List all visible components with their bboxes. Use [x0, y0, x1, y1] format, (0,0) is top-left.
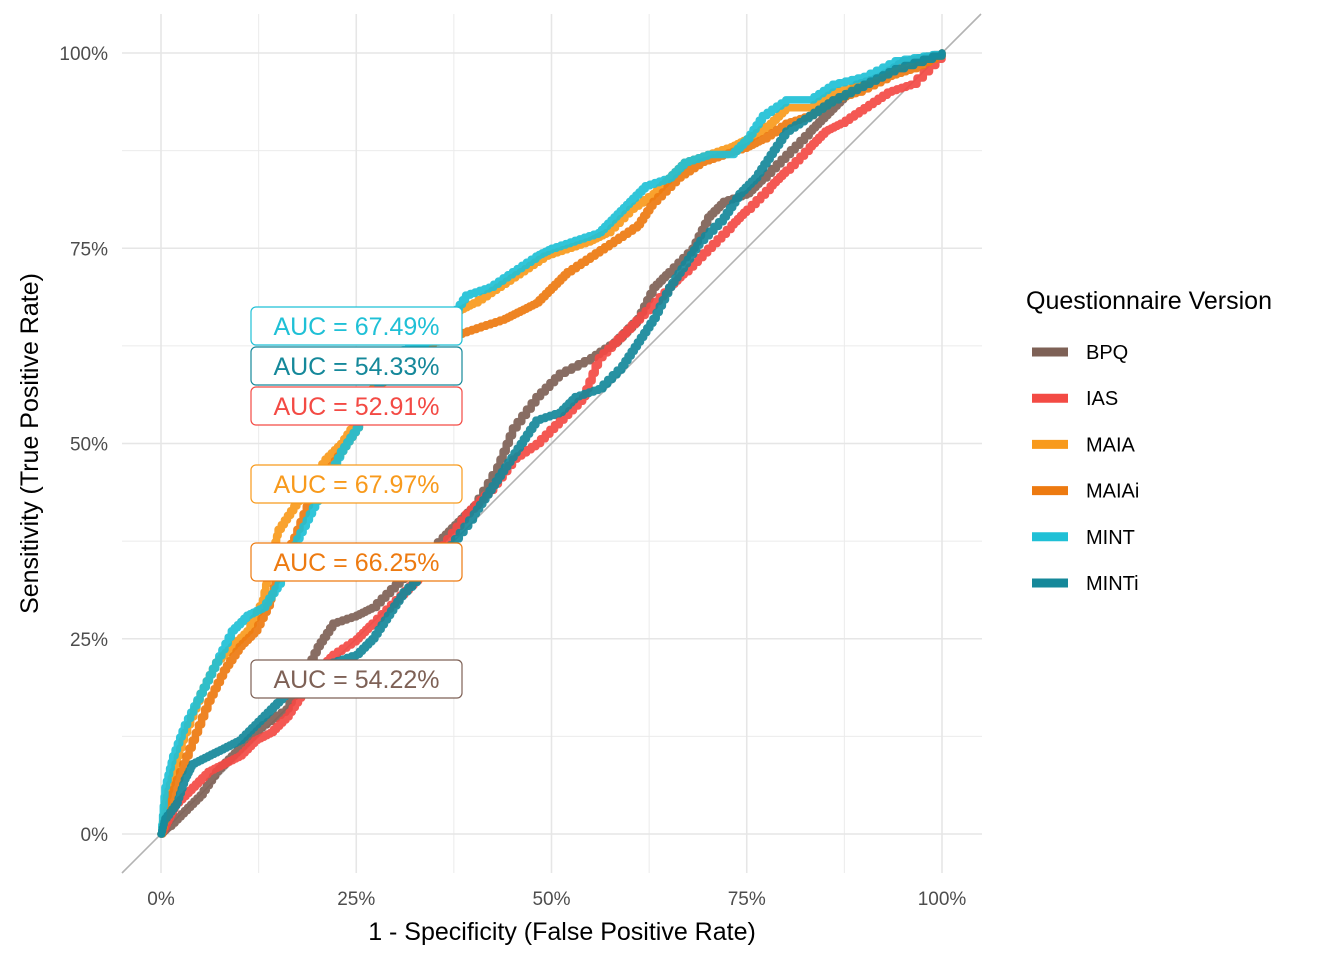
auc-label-maia: AUC = 67.97%: [250, 464, 463, 504]
y-tick-label: 100%: [59, 44, 108, 65]
roc-curve-maiai: [157, 49, 946, 838]
auc-label-box: [250, 386, 463, 426]
legend-label: BPQ: [1086, 342, 1128, 364]
auc-label-box: [250, 346, 463, 386]
auc-label-bpq: AUC = 54.22%: [250, 659, 463, 699]
auc-label-mint: AUC = 67.49%: [250, 306, 463, 346]
legend-label: MINTi: [1086, 573, 1139, 595]
x-tick-label: 100%: [918, 889, 967, 910]
legend-label: MINT: [1086, 527, 1135, 549]
y-tick-label: 25%: [70, 630, 108, 651]
auc-label-minti: AUC = 54.33%: [250, 346, 463, 386]
legend-item-maia: MAIA: [1032, 434, 1136, 456]
x-tick-label: 50%: [532, 889, 570, 910]
auc-label-box: [250, 542, 463, 582]
roc-curve-mint: [157, 49, 946, 838]
y-tick-label: 0%: [81, 825, 109, 846]
auc-label-text: AUC = 67.97%: [273, 471, 439, 499]
legend: Questionnaire Version BPQ IAS MAIA MAIAi MINT…: [1026, 287, 1272, 595]
legend-item-ias: IAS: [1032, 388, 1118, 410]
y-tick-label: 75%: [70, 239, 108, 260]
x-tick-label: 75%: [728, 889, 766, 910]
legend-label: IAS: [1086, 388, 1118, 410]
roc-curve-bpq: [157, 49, 946, 838]
roc-curves: [157, 49, 946, 838]
axes: 0% 25% 50% 75% 100% 0% 25% 50% 75% 100% 1 - Specif…: [16, 44, 966, 946]
y-axis-title: Sensitivity (True Positive Rate): [16, 273, 44, 614]
roc-curve-minti: [157, 49, 946, 838]
auc-label-box: [250, 306, 463, 346]
auc-labels: AUC = 67.49% AUC = 54.33% AUC = 52.91% AUC …: [250, 306, 463, 699]
auc-label-text: AUC = 54.33%: [273, 353, 439, 381]
auc-label-maiai: AUC = 66.25%: [250, 542, 463, 582]
legend-label: MAIAi: [1086, 481, 1139, 503]
x-tick-label: 25%: [337, 889, 375, 910]
auc-label-ias: AUC = 52.91%: [250, 386, 463, 426]
auc-label-text: AUC = 52.91%: [273, 393, 439, 421]
legend-item-minti: MINTi: [1032, 573, 1139, 595]
auc-label-text: AUC = 54.22%: [273, 666, 439, 694]
auc-label-text: AUC = 66.25%: [273, 549, 439, 577]
legend-label: MAIA: [1086, 434, 1136, 456]
auc-label-text: AUC = 67.49%: [273, 313, 439, 341]
x-axis-title: 1 - Specificity (False Positive Rate): [368, 918, 756, 946]
legend-title: Questionnaire Version: [1026, 287, 1272, 315]
x-tick-label: 0%: [147, 889, 175, 910]
auc-label-box: [250, 659, 463, 699]
auc-label-box: [250, 464, 463, 504]
legend-item-bpq: BPQ: [1032, 342, 1128, 364]
y-tick-label: 50%: [70, 435, 108, 456]
legend-item-maiai: MAIAi: [1032, 481, 1139, 503]
legend-item-mint: MINT: [1032, 527, 1135, 549]
